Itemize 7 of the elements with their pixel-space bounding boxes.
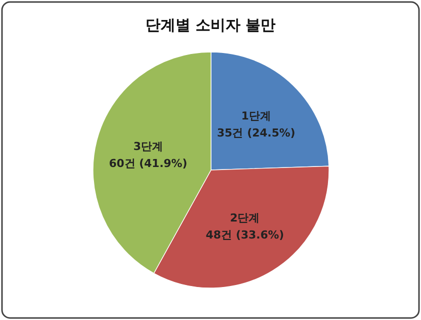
slice-label: 1단계 — [241, 109, 271, 122]
data-label: 35건 (24.5%) — [216, 126, 296, 140]
data-label: 60건 (41.9%) — [108, 156, 188, 170]
data-label: 48건 (33.6%) — [206, 228, 284, 242]
chart-title: 단계별 소비자 불만 — [145, 16, 276, 34]
slice-label: 3단계 — [133, 140, 163, 153]
slice-label: 2단계 — [230, 211, 260, 224]
